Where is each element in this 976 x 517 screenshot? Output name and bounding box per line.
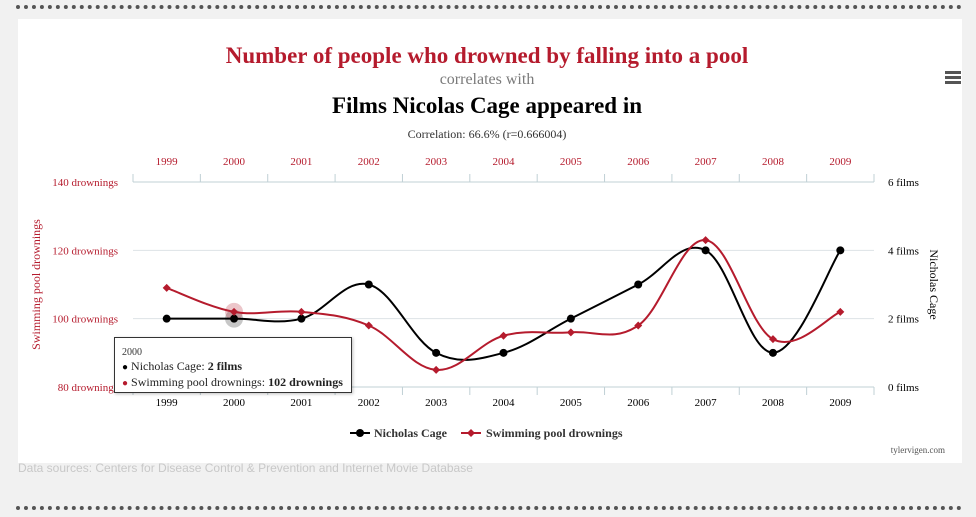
data-point-nicholas-cage: [499, 348, 508, 357]
legend-label-nicholas-cage: Nicholas Cage: [374, 426, 448, 440]
tooltip-cage-value: 2 films: [207, 359, 243, 373]
top-axis-label: 2005: [560, 156, 583, 168]
data-point-nicholas-cage: [364, 280, 373, 289]
data-point-swimming-pool-drownings: [364, 321, 373, 330]
data-point-swimming-pool-drownings: [566, 328, 575, 337]
left-axis-tick-label: 120 drownings: [52, 245, 118, 257]
hamburger-menu-icon[interactable]: [940, 69, 966, 91]
legend-marker-nicholas-cage: [356, 429, 364, 437]
chart-subtitle: correlates with: [440, 71, 535, 88]
correlation-label: Correlation: 66.6% (r=0.666004): [408, 127, 567, 141]
data-point-nicholas-cage: [701, 246, 710, 255]
top-axis-label: 2007: [695, 156, 718, 168]
right-axis-title: Nicholas Cage: [927, 249, 941, 319]
top-axis-label: 1999: [156, 156, 179, 168]
data-point-nicholas-cage: [836, 246, 845, 255]
data-point-nicholas-cage: [634, 280, 643, 289]
data-point-swimming-pool-drownings: [768, 335, 777, 344]
top-axis-label: 2006: [627, 156, 650, 168]
data-point-swimming-pool-drownings: [230, 307, 239, 316]
legend-label-swimming-pool-drownings: Swimming pool drownings: [486, 426, 623, 440]
bottom-dotted-rule: [16, 506, 962, 510]
tooltip-row-drownings: ● Swimming pool drownings: 102 drownings: [122, 375, 343, 389]
credit-label: tylervigen.com: [891, 445, 945, 455]
data-source-note: Data sources: Centers for Disease Contro…: [18, 461, 473, 475]
bottom-axis-label: 1999: [156, 397, 179, 409]
chart-title: Number of people who drowned by falling …: [226, 43, 748, 68]
series-line-nicholas-cage: [166, 246, 842, 361]
data-point-swimming-pool-drownings: [297, 307, 306, 316]
bottom-axis-label: 2007: [695, 397, 718, 409]
data-point-nicholas-cage: [768, 348, 777, 357]
data-point-nicholas-cage: [297, 314, 306, 323]
right-axis-tick-label: 2 films: [888, 314, 919, 326]
data-point-swimming-pool-drownings: [836, 307, 845, 316]
data-point-nicholas-cage: [230, 314, 239, 323]
chart-panel: Number of people who drowned by falling …: [18, 19, 962, 463]
left-axis-title: Swimming pool drownings: [29, 219, 43, 350]
data-point-swimming-pool-drownings: [162, 283, 171, 292]
data-point-nicholas-cage: [566, 314, 575, 323]
bottom-axis-label: 2001: [290, 397, 312, 409]
data-point-swimming-pool-drownings: [499, 331, 508, 340]
top-axis-label: 2002: [358, 156, 380, 168]
top-axis-label: 2008: [762, 156, 785, 168]
top-dotted-rule: [16, 5, 962, 9]
bottom-axis-label: 2005: [560, 397, 583, 409]
data-point-nicholas-cage: [432, 348, 441, 357]
legend-marker-swimming-pool-drownings: [467, 429, 475, 437]
data-point-swimming-pool-drownings: [432, 365, 441, 374]
data-point-nicholas-cage: [162, 314, 171, 323]
bottom-axis-label: 2009: [829, 397, 852, 409]
tooltip: 2000 ● Nicholas Cage: 2 films ● Swimming…: [114, 337, 352, 393]
chart-title-secondary: Films Nicolas Cage appeared in: [332, 93, 642, 118]
tooltip-drownings-label: Swimming pool drownings:: [131, 375, 266, 389]
left-axis-tick-label: 100 drownings: [52, 314, 118, 326]
top-axis-label: 2004: [493, 156, 516, 168]
data-point-swimming-pool-drownings: [634, 321, 643, 330]
bottom-axis-label: 2008: [762, 397, 785, 409]
top-axis-label: 2003: [425, 156, 448, 168]
left-axis-tick-label: 140 drownings: [52, 177, 118, 189]
chart: Number of people who drowned by falling …: [29, 43, 945, 455]
bottom-axis-label: 2002: [358, 397, 380, 409]
top-axis-label: 2001: [290, 156, 312, 168]
tooltip-drownings-value: 102 drownings: [268, 375, 343, 389]
right-axis-tick-label: 0 films: [888, 382, 919, 394]
top-axis-label: 2000: [223, 156, 246, 168]
tooltip-cage-label: Nicholas Cage:: [131, 359, 205, 373]
left-axis-tick-label: 80 drownings: [58, 382, 118, 394]
right-axis-tick-label: 6 films: [888, 177, 919, 189]
tooltip-year: 2000: [122, 347, 142, 358]
top-axis-label: 2009: [829, 156, 852, 168]
bottom-axis-label: 2004: [493, 397, 516, 409]
data-point-swimming-pool-drownings: [701, 236, 710, 245]
bottom-axis-label: 2000: [223, 397, 246, 409]
bottom-axis-label: 2006: [627, 397, 650, 409]
series-line-swimming-pool-drownings: [166, 239, 841, 371]
bottom-axis-label: 2003: [425, 397, 448, 409]
tooltip-row-cage: ● Nicholas Cage: 2 films: [122, 359, 243, 373]
right-axis-tick-label: 4 films: [888, 245, 919, 257]
